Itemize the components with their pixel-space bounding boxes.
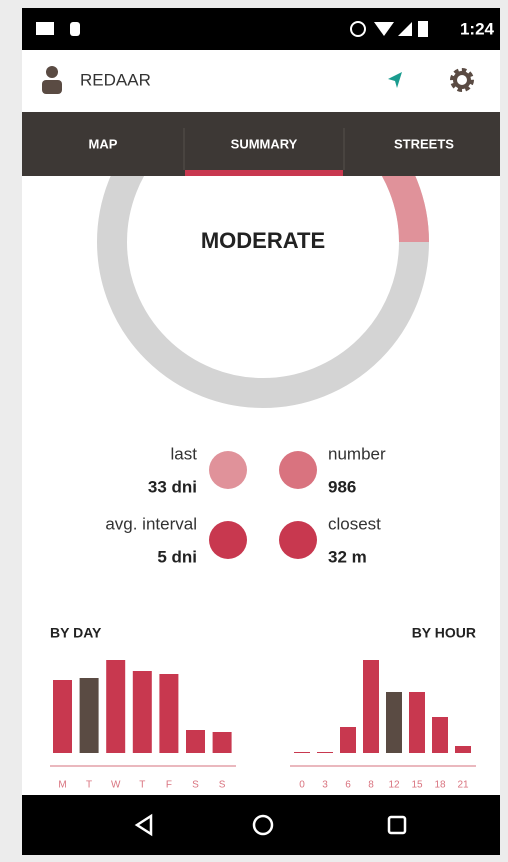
gauge-arc: [381, 176, 429, 243]
stat-dot: [279, 451, 317, 489]
battery-icon: [418, 21, 428, 37]
stat-label: number: [328, 444, 386, 463]
stat-label: last: [171, 444, 198, 463]
x-tick-label: 18: [434, 780, 446, 791]
stat-dot: [209, 521, 247, 559]
x-tick-label: W: [111, 780, 121, 791]
bar: [79, 678, 99, 753]
bar: [53, 680, 72, 753]
bar: [409, 692, 425, 753]
back-button[interactable]: [134, 813, 153, 837]
wifi-icon: [374, 22, 394, 36]
x-tick-label: 21: [457, 780, 469, 791]
app-bar: [22, 50, 500, 112]
x-tick-label: T: [139, 780, 145, 791]
x-tick-label: S: [219, 780, 226, 791]
tab-bar: [22, 112, 500, 176]
app-title: REDAAR: [80, 70, 151, 89]
stat-value: 32 m: [328, 547, 367, 566]
bar: [186, 730, 205, 753]
stat-dot: [209, 451, 247, 489]
bar: [340, 727, 356, 753]
stat-label: closest: [328, 514, 381, 533]
android-icon: [70, 22, 80, 36]
tab[interactable]: SUMMARY: [231, 136, 298, 151]
bar: [432, 717, 448, 753]
stat-value: 986: [328, 477, 356, 496]
stat-label: avg. interval: [105, 514, 197, 533]
home-button[interactable]: [252, 814, 274, 836]
gauge: [97, 176, 429, 408]
x-tick-label: F: [166, 780, 172, 791]
x-tick-label: 12: [388, 780, 400, 791]
x-tick-label: 3: [322, 780, 328, 791]
clock: 1:24: [460, 19, 495, 38]
location-button[interactable]: [388, 72, 402, 88]
app-logo: [42, 66, 62, 94]
chart-title: BY HOUR: [412, 625, 476, 641]
tab[interactable]: STREETS: [394, 136, 454, 151]
level-label: MODERATE: [201, 228, 325, 253]
bar: [363, 660, 379, 753]
bar: [386, 692, 402, 753]
x-tick-label: S: [192, 780, 199, 791]
settings-button[interactable]: [450, 68, 474, 92]
bar: [132, 671, 152, 753]
tab-indicator: [185, 170, 343, 176]
bar: [317, 752, 333, 753]
bar: [294, 752, 310, 753]
stat-dot: [279, 521, 317, 559]
x-tick-label: 0: [299, 780, 305, 791]
stat-value: 33 dni: [148, 477, 197, 496]
recents-button[interactable]: [387, 815, 407, 835]
tab[interactable]: MAP: [89, 136, 118, 151]
alarm-icon: [350, 21, 366, 37]
bar: [159, 674, 179, 753]
x-tick-label: 15: [411, 780, 423, 791]
stat-value: 5 dni: [157, 547, 197, 566]
bar: [455, 746, 471, 753]
nav-bar: [22, 795, 500, 855]
bar: [106, 660, 126, 753]
x-tick-label: 6: [345, 780, 351, 791]
chart-title: BY DAY: [50, 625, 102, 641]
x-tick-label: T: [86, 780, 92, 791]
bar: [212, 732, 232, 753]
x-tick-label: M: [58, 780, 66, 791]
x-tick-label: 8: [368, 780, 374, 791]
status-bar: [22, 8, 500, 50]
mail-icon: [36, 22, 54, 35]
signal-icon: [398, 22, 412, 36]
